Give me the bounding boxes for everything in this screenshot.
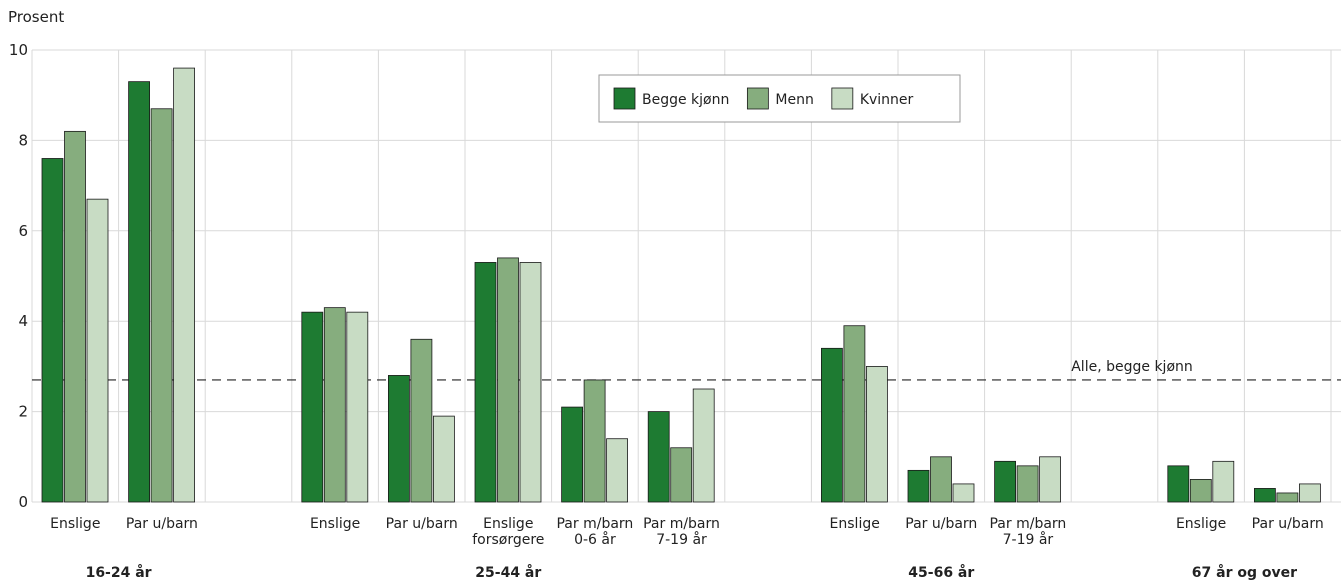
legend-label: Kvinner	[860, 92, 914, 108]
legend-label: Menn	[775, 92, 813, 108]
bar-begge-kjønn	[387, 375, 410, 503]
x-category-label-line: Enslige	[50, 516, 100, 532]
bar-kvinner	[173, 67, 196, 503]
bar-begge-kjønn	[561, 406, 583, 503]
bar-menn	[323, 307, 346, 503]
bar-begge-kjønn	[1254, 488, 1276, 503]
bar-kvinner	[952, 483, 975, 503]
reference-line-label: Alle, begge kjønn	[1071, 359, 1193, 375]
y-tick-label: 10	[9, 41, 28, 59]
x-category-label-line: Par u/barn	[126, 516, 198, 532]
bar-menn	[150, 108, 173, 503]
bar-begge-kjønn	[301, 311, 324, 503]
gridlines	[31, 49, 1341, 503]
x-category-label-line: Par u/barn	[386, 516, 458, 532]
y-tick-label: 4	[18, 312, 28, 330]
x-category-label: Par m/barn 7-19 år	[989, 516, 1066, 548]
bar-begge-kjønn	[647, 411, 670, 503]
group-label: 67 år og over	[1192, 564, 1297, 581]
legend-swatch	[613, 87, 636, 110]
group-label: 45-66 år	[908, 564, 974, 581]
x-category-label: Par u/barn	[126, 516, 198, 532]
bar-begge-kjønn	[1167, 465, 1190, 503]
bar-begge-kjønn	[128, 81, 151, 503]
x-category-label-line: Enslige	[310, 516, 360, 532]
bar-begge-kjønn	[41, 158, 64, 503]
bar-begge-kjønn	[994, 460, 1016, 503]
bar-begge-kjønn	[907, 469, 930, 503]
x-category-label: Par u/barn	[1252, 516, 1324, 532]
x-category-label: Enslige forsørgere	[472, 516, 544, 548]
x-axis-category-labels: Enslige Par u/barn Enslige Par u/barn Enslig…	[50, 516, 1324, 548]
bar-kvinner	[1212, 460, 1235, 503]
bar-menn	[670, 447, 693, 503]
bar-menn	[583, 379, 606, 503]
y-axis-ticks: 0 2 4 6 8 10	[9, 41, 28, 511]
x-category-label: Enslige	[1176, 516, 1226, 532]
bar-kvinner	[1299, 483, 1321, 503]
x-category-label-line: Par u/barn	[905, 516, 977, 532]
x-category-label-line: Par u/barn	[1252, 516, 1324, 532]
y-tick-label: 0	[18, 493, 28, 511]
legend-label: Begge kjønn	[642, 92, 729, 108]
x-category-label: Enslige	[830, 516, 880, 532]
x-category-label-line: Par m/barn	[556, 516, 633, 532]
bar-begge-kjønn	[821, 347, 843, 503]
y-tick-label: 2	[18, 403, 28, 421]
y-axis-label: Prosent	[8, 8, 64, 26]
bar-menn	[930, 456, 952, 503]
x-category-label-line: 0-6 år	[574, 531, 616, 548]
legend-swatch	[831, 87, 854, 110]
bar-begge-kjønn	[474, 262, 497, 503]
bar-menn	[843, 325, 866, 503]
bar-kvinner	[606, 438, 628, 503]
x-category-label: Enslige	[50, 516, 100, 532]
bar-menn	[1276, 492, 1299, 503]
x-category-label-line: forsørgere	[472, 532, 544, 548]
bar-kvinner	[432, 415, 455, 503]
x-axis-group-labels: 16-24 år 25-44 år 45-66 år 67 år og over	[86, 564, 1298, 581]
reference-line: Alle, begge kjønn	[32, 359, 1341, 381]
x-category-label: Par u/barn	[386, 516, 458, 532]
group-label: 16-24 år	[86, 564, 152, 581]
legend-box	[598, 74, 961, 123]
bar-menn	[497, 257, 519, 503]
x-category-label-line: Enslige	[483, 516, 533, 532]
bar-kvinner	[692, 388, 715, 503]
x-category-label-line: Enslige	[1176, 516, 1226, 532]
bar-kvinner	[1039, 456, 1061, 503]
bar-menn	[1189, 478, 1212, 503]
legend: Begge kjønn Menn Kvinner	[598, 74, 961, 123]
x-category-label: Par m/barn 7-19 år	[643, 516, 720, 548]
x-category-label-line: Enslige	[830, 516, 880, 532]
bar-kvinner	[346, 311, 369, 503]
x-category-label-line: Par m/barn	[643, 516, 720, 532]
bar-menn	[410, 338, 433, 503]
x-category-label-line: 7-19 år	[656, 531, 707, 548]
bar-menn	[1016, 465, 1039, 503]
bar-menn	[64, 130, 86, 503]
bar-kvinner	[86, 198, 109, 503]
x-category-label-line: 7-19 år	[1003, 531, 1054, 548]
legend-swatch	[746, 87, 769, 110]
y-tick-label: 6	[18, 222, 28, 240]
bar-kvinner	[519, 262, 542, 503]
x-category-label-line: Par m/barn	[989, 516, 1066, 532]
x-category-label: Enslige	[310, 516, 360, 532]
group-label: 25-44 år	[475, 564, 541, 581]
bar-kvinner	[866, 365, 888, 503]
x-category-label: Par u/barn	[905, 516, 977, 532]
x-category-label: Par m/barn 0-6 år	[556, 516, 633, 548]
bars	[41, 67, 1321, 503]
y-tick-label: 8	[18, 131, 28, 149]
